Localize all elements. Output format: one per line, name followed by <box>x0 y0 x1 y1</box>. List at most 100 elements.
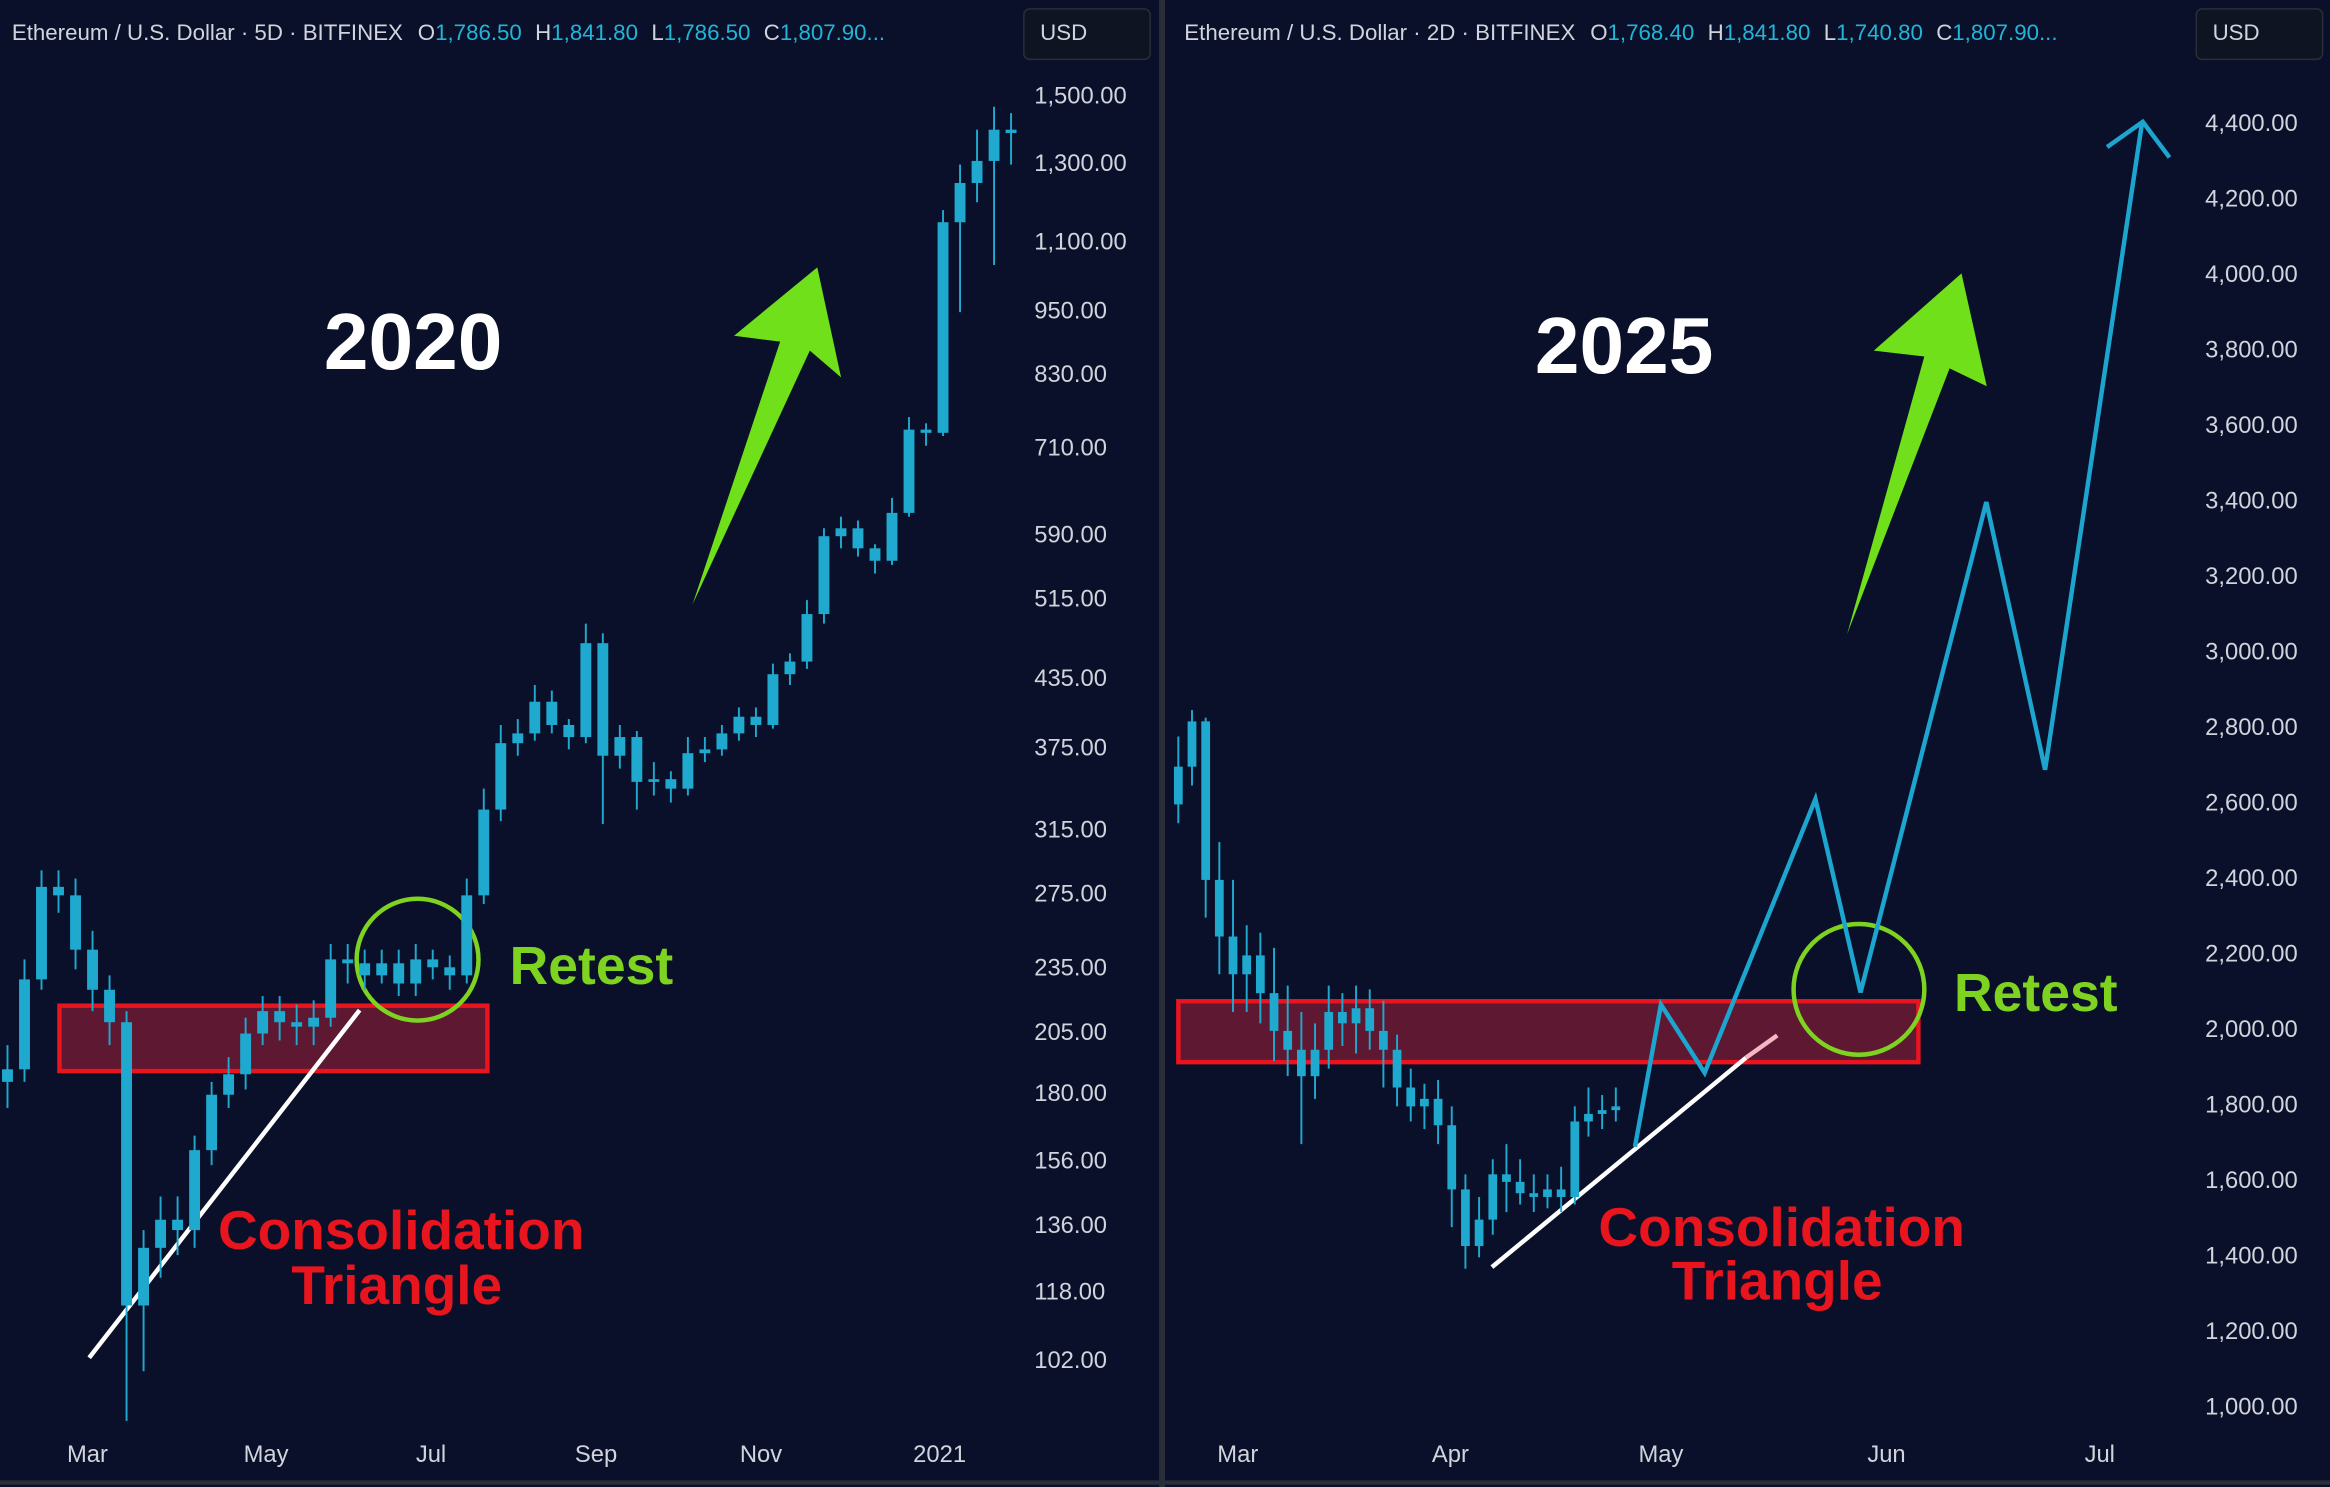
candle-body <box>920 429 932 433</box>
candle-body <box>580 643 592 738</box>
trend-line <box>1744 1033 1779 1060</box>
projection-arrowhead <box>2105 118 2172 159</box>
y-tick-label: 136.00 <box>1034 1212 1107 1239</box>
x-tick-label: Mar <box>1217 1441 1258 1468</box>
candle-body <box>971 160 983 183</box>
y-tick-label: 2,200.00 <box>2205 941 2298 968</box>
y-tick-label: 2,000.00 <box>2205 1016 2298 1043</box>
y-tick-label: 4,400.00 <box>2205 110 2298 137</box>
ohlc-value: 1,740.80 <box>1836 20 1923 45</box>
ohlc-key: H <box>535 20 551 45</box>
candle-body <box>359 963 371 976</box>
y-tick-label: 1,600.00 <box>2205 1167 2298 1194</box>
candle-body <box>563 724 575 738</box>
candle-body <box>257 1011 269 1034</box>
candle-body <box>1173 766 1183 805</box>
y-tick-label: 315.00 <box>1034 817 1107 844</box>
candle-body <box>478 809 490 896</box>
candle-body <box>393 963 405 984</box>
y-tick-label: 275.00 <box>1034 881 1107 908</box>
y-tick-label: 2,400.00 <box>2205 865 2298 892</box>
candle-body <box>53 886 64 896</box>
chart-header: Ethereum / U.S. Dollar · 2D · BITFINEX O1… <box>1184 20 2057 45</box>
candle-body <box>1214 879 1224 937</box>
candle-body <box>1351 1008 1361 1024</box>
y-tick-label: 205.00 <box>1034 1019 1107 1046</box>
y-tick-label: 515.00 <box>1034 585 1107 612</box>
button-frame[interactable] <box>2195 8 2324 61</box>
up-arrow <box>1847 273 1987 635</box>
candle-body <box>1242 955 1252 975</box>
symbol: Ethereum / U.S. Dollar · 5D · BITFINEX <box>12 20 403 45</box>
pattern-label: Consolidation <box>218 1199 584 1261</box>
candle-body <box>1365 1008 1375 1031</box>
y-tick-label: 156.00 <box>1034 1147 1107 1174</box>
x-tick-label: May <box>1638 1441 1683 1468</box>
candle-body <box>376 963 388 976</box>
candle-body <box>104 989 115 1023</box>
candle-body <box>274 1011 286 1023</box>
candle-body <box>1406 1087 1416 1107</box>
button-label[interactable]: USD <box>2213 20 2260 45</box>
candle-body <box>1310 1049 1320 1077</box>
candle-body <box>1611 1106 1621 1111</box>
candle-body <box>835 528 847 537</box>
candle-body <box>1228 936 1238 975</box>
pattern-label: Triangle <box>291 1254 502 1316</box>
candle-body <box>19 979 30 1070</box>
candle-body <box>512 733 524 744</box>
y-tick-label: 710.00 <box>1034 434 1107 461</box>
ohlc-value: 1,807.90... <box>1952 20 2057 45</box>
ohlc-value: 1,841.80 <box>551 20 638 45</box>
retest-label: Retest <box>1954 964 2118 1023</box>
candle-body <box>1529 1193 1539 1197</box>
symbol: Ethereum / U.S. Dollar · 2D · BITFINEX <box>1184 20 1575 45</box>
candle-body <box>223 1074 235 1095</box>
candle-body <box>325 959 337 1018</box>
button-label[interactable]: USD <box>1040 20 1087 45</box>
candle-body <box>1447 1125 1457 1190</box>
currency-button[interactable]: USD <box>2195 8 2324 61</box>
candle-body <box>546 701 558 725</box>
ohlc-value: 1,786.50 <box>664 20 751 45</box>
candle-body <box>1570 1121 1580 1197</box>
x-tick-label: Nov <box>740 1441 782 1468</box>
pattern-label: Triangle <box>1672 1249 1883 1311</box>
candle-body <box>308 1017 320 1027</box>
candle-body <box>1005 129 1017 134</box>
y-tick-label: 1,100.00 <box>1034 228 1127 255</box>
retest-circle <box>354 896 481 1023</box>
chart-header: Ethereum / U.S. Dollar · 5D · BITFINEX O1… <box>12 20 885 45</box>
button-frame[interactable] <box>1023 8 1151 61</box>
y-tick-label: 3,200.00 <box>2205 563 2298 590</box>
y-tick-label: 950.00 <box>1034 297 1107 324</box>
candle-body <box>1269 993 1279 1031</box>
candle-body <box>818 536 830 615</box>
candle-body <box>172 1219 184 1231</box>
y-tick-label: 3,800.00 <box>2205 337 2298 364</box>
candle-body <box>733 716 745 734</box>
y-tick-label: 435.00 <box>1034 665 1107 692</box>
candle-body <box>1324 1012 1334 1050</box>
candle-body <box>138 1247 150 1306</box>
ohlc-value: 1,841.80 <box>1724 20 1811 45</box>
y-tick-label: 1,400.00 <box>2205 1243 2298 1270</box>
candle-body <box>801 614 813 662</box>
x-tick-label: Jul <box>2085 1441 2115 1468</box>
candle-body <box>2 1069 13 1082</box>
ohlc-key: L <box>1824 20 1836 45</box>
pattern-label: Consolidation <box>1598 1196 1964 1258</box>
candle-body <box>70 895 81 950</box>
candle-body <box>767 674 779 725</box>
candle-body <box>1392 1049 1402 1088</box>
year-label: 2020 <box>324 297 502 387</box>
currency-button[interactable]: USD <box>1023 8 1151 61</box>
candle-body <box>1433 1098 1443 1126</box>
candle-body <box>631 737 643 782</box>
x-tick-label: Jul <box>416 1441 446 1468</box>
projection-line <box>1632 121 2145 1148</box>
y-tick-label: 1,300.00 <box>1034 150 1127 177</box>
ohlc-value: 1,807.90... <box>780 20 885 45</box>
ohlc-key: C <box>1936 20 1952 45</box>
up-arrow <box>692 267 842 605</box>
